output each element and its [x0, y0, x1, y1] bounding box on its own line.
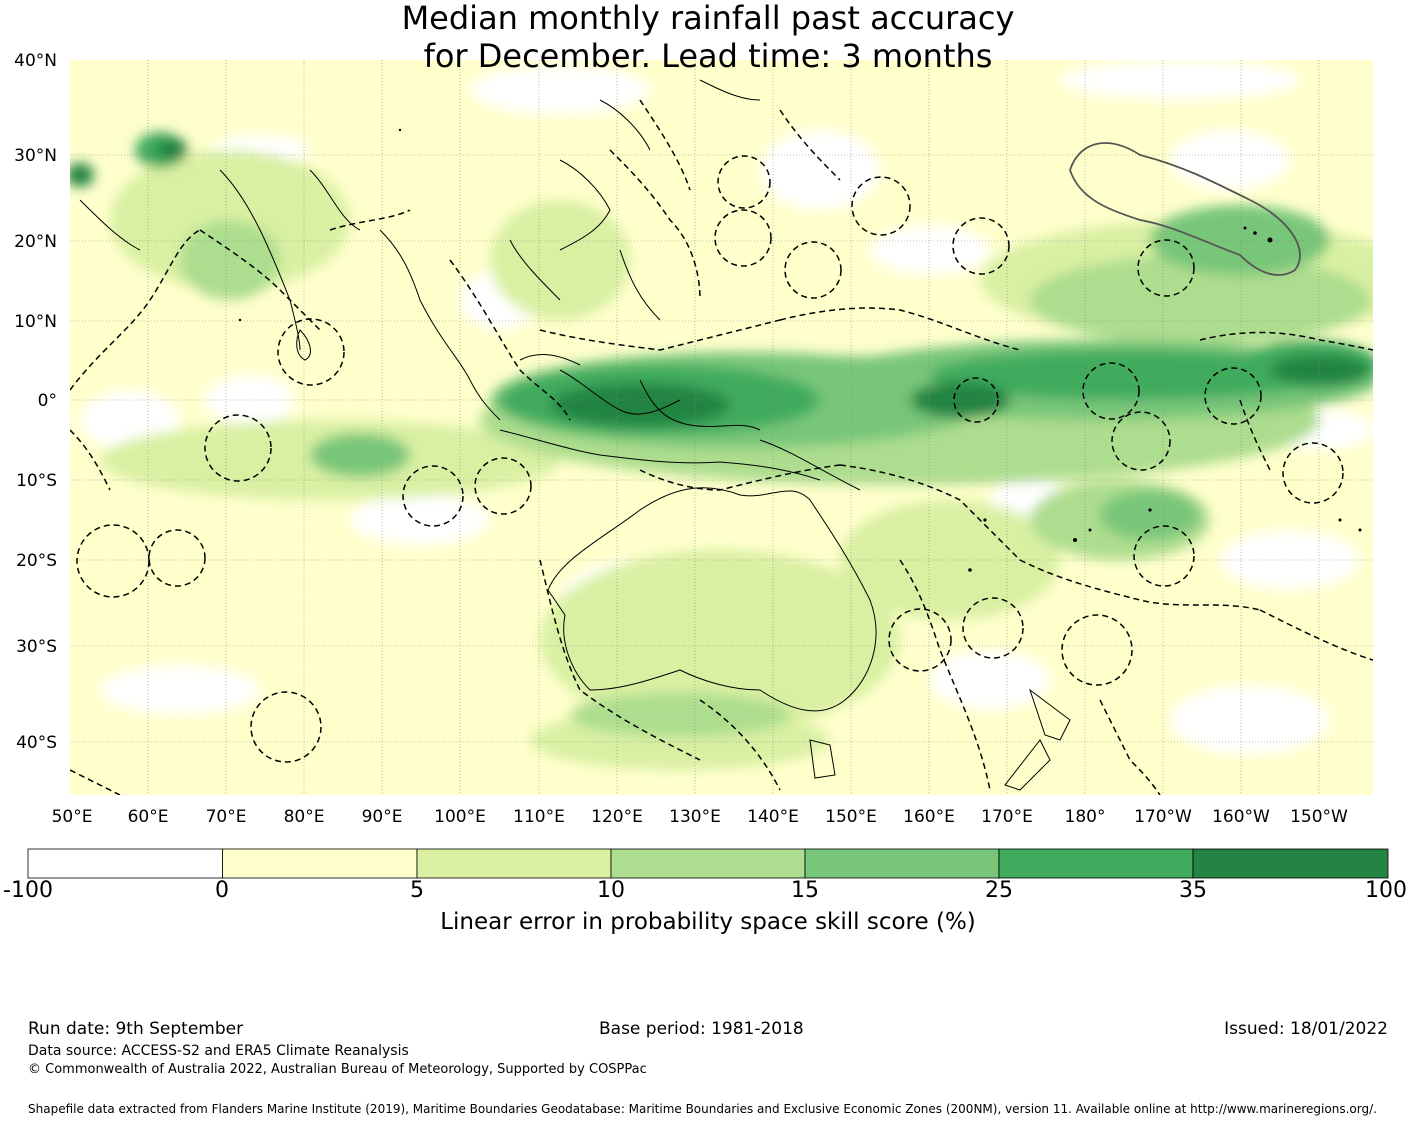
lat-axis: 40°N 30°N 20°N 10°N 0° 10°S 20°S 30°S 40…: [14, 51, 57, 753]
lat-label: 0°: [38, 391, 57, 411]
lon-label: 160°E: [903, 807, 955, 827]
data-source: Data source: ACCESS-S2 and ERA5 Climate …: [28, 1043, 409, 1059]
colorbar-tick: -100: [3, 878, 53, 903]
lon-label: 110°E: [513, 807, 565, 827]
lat-label: 30°N: [14, 146, 57, 166]
lon-label: 50°E: [52, 807, 93, 827]
colorbar: [27, 848, 1389, 879]
colorbar-bin: [222, 848, 418, 879]
colorbar-bin: [1192, 848, 1389, 879]
colorbar-tick: 0: [215, 878, 229, 903]
lon-label: 150°E: [825, 807, 877, 827]
colorbar-bin: [610, 848, 806, 879]
colorbar-tick: 100: [1365, 878, 1407, 903]
lon-label: 150°W: [1290, 807, 1348, 827]
lon-label: 70°E: [206, 807, 247, 827]
lon-label: 120°E: [591, 807, 643, 827]
map-title: Median monthly rainfall past accuracy fo…: [0, 0, 1416, 76]
lat-label: 10°S: [16, 471, 57, 491]
graticule: [70, 60, 1373, 795]
colorbar-tick: 10: [597, 878, 625, 903]
lon-label: 140°E: [747, 807, 799, 827]
lat-label: 30°S: [16, 637, 57, 657]
coastlines: [79, 79, 1071, 791]
lon-label: 170°E: [981, 807, 1033, 827]
title-line-1: Median monthly rainfall past accuracy: [401, 0, 1015, 37]
colorbar-tick: 15: [791, 878, 819, 903]
lon-label: 90°E: [362, 807, 403, 827]
eez-boundaries: [70, 99, 1373, 795]
lon-label: 100°E: [434, 807, 486, 827]
lon-label: 130°E: [669, 807, 721, 827]
colorbar-bin: [998, 848, 1194, 879]
colorbar-tick: 25: [985, 878, 1013, 903]
lat-label: 10°N: [14, 312, 57, 332]
lon-label: 160°W: [1212, 807, 1270, 827]
run-date: Run date: 9th September: [28, 1019, 244, 1039]
colorbar-title: Linear error in probability space skill …: [440, 909, 976, 935]
lat-label: 20°S: [16, 551, 57, 571]
lon-axis: 50°E 60°E 70°E 80°E 90°E 100°E 110°E 120…: [52, 807, 1349, 827]
lon-label: 80°E: [284, 807, 325, 827]
copyright: © Commonwealth of Australia 2022, Austra…: [28, 1062, 647, 1077]
issued-date: Issued: 18/01/2022: [1224, 1019, 1388, 1039]
lon-label: 180°: [1065, 807, 1106, 827]
colorbar-bin: [804, 848, 1000, 879]
colorbar-bin: [27, 848, 223, 879]
islands: [238, 128, 1362, 572]
base-period: Base period: 1981-2018: [599, 1019, 804, 1039]
lon-label: 170°W: [1134, 807, 1192, 827]
lat-label: 20°N: [14, 232, 57, 252]
colorbar-bin: [416, 848, 612, 879]
colorbar-tick: 35: [1179, 878, 1207, 903]
lat-label: 40°S: [16, 733, 57, 753]
hawaii-eez: [1069, 142, 1301, 276]
colorbar-tick: 5: [410, 878, 424, 903]
shapefile-credit: Shapefile data extracted from Flanders M…: [28, 1102, 1377, 1116]
lat-label: 40°N: [14, 51, 57, 71]
skill-field: [70, 60, 1373, 795]
lon-label: 60°E: [128, 807, 169, 827]
title-line-2: for December. Lead time: 3 months: [423, 36, 993, 75]
